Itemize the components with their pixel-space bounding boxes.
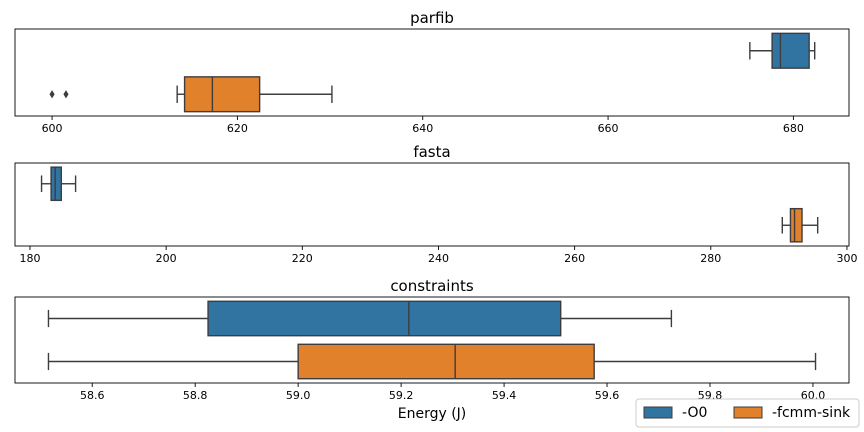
iqr-box <box>50 166 62 202</box>
legend: -O0 -fcmm-sink <box>635 398 860 428</box>
box-fcmmsink-0 <box>49 76 333 113</box>
legend-label: -O0 <box>682 405 707 421</box>
iqr-box <box>183 76 261 113</box>
legend-swatch <box>733 406 763 419</box>
x-tick-label: 59.2 <box>389 389 414 402</box>
axes-frame <box>14 296 850 384</box>
x-tick-label: 58.6 <box>80 389 105 402</box>
panel-0: parfib 600 620 640 660 680 <box>14 9 850 135</box>
box-O0-0 <box>749 32 816 69</box>
box-fcmmsink-1 <box>781 207 819 243</box>
outlier-point <box>49 90 55 99</box>
x-tick-label: 240 <box>428 252 449 265</box>
box-O0-1 <box>40 166 77 202</box>
legend-label: -fcmm-sink <box>772 405 851 421</box>
panel-1: fasta 180 200 220 240 260 280 300 <box>14 143 857 265</box>
box-O0-2 <box>47 300 673 337</box>
legend-swatch <box>643 406 673 419</box>
x-axis-label: Energy (J) <box>398 406 467 422</box>
x-tick-label: 680 <box>783 122 804 135</box>
panel-title: parfib <box>410 9 454 27</box>
panel-title: constraints <box>390 277 474 295</box>
iqr-box <box>771 32 810 69</box>
iqr-box <box>789 207 803 243</box>
x-tick-label: 300 <box>836 252 857 265</box>
iqr-box <box>297 343 595 380</box>
x-tick-label: 220 <box>292 252 313 265</box>
iqr-box <box>207 300 562 337</box>
x-tick-label: 280 <box>700 252 721 265</box>
x-tick-label: 600 <box>42 122 63 135</box>
panel-title: fasta <box>413 143 450 161</box>
x-tick-label: 660 <box>598 122 619 135</box>
box-fcmmsink-2 <box>47 343 817 380</box>
x-tick-label: 59.6 <box>595 389 620 402</box>
x-tick-label: 180 <box>19 252 40 265</box>
axes-frame <box>14 28 850 117</box>
x-tick-label: 640 <box>412 122 433 135</box>
x-tick-label: 200 <box>156 252 177 265</box>
x-tick-label: 59.0 <box>286 389 311 402</box>
axes-frame <box>14 162 850 247</box>
x-tick-label: 58.8 <box>183 389 208 402</box>
x-tick-label: 59.4 <box>492 389 517 402</box>
x-tick-label: 620 <box>227 122 248 135</box>
outlier-point <box>63 90 69 99</box>
x-tick-label: 260 <box>564 252 585 265</box>
